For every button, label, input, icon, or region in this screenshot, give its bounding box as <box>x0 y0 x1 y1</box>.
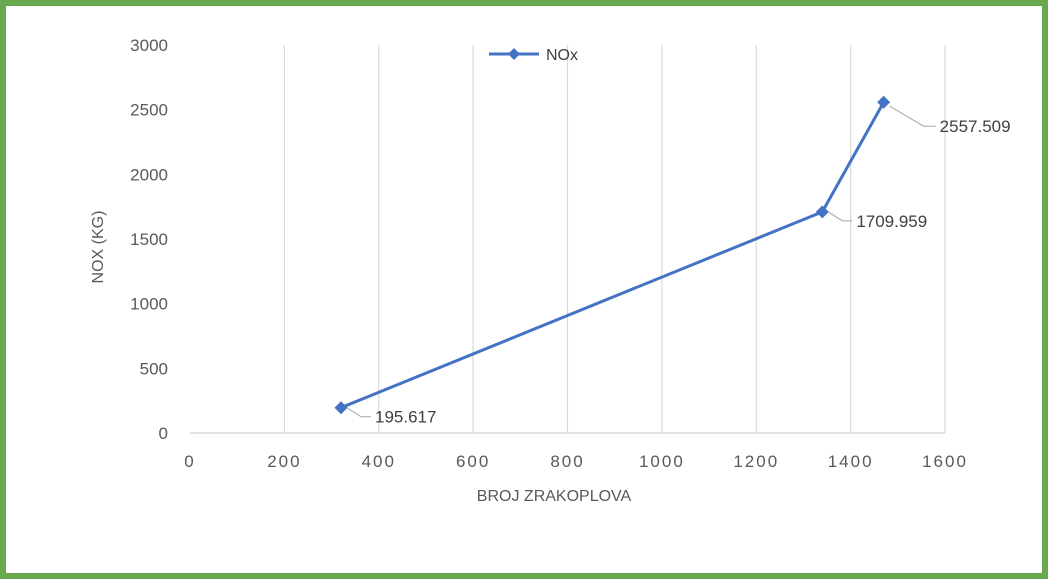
x-tick-label: 800 <box>550 452 584 471</box>
y-tick-label: 2000 <box>130 165 168 184</box>
leader-line <box>889 105 936 127</box>
data-point-marker <box>815 205 829 219</box>
y-tick-label: 3000 <box>130 36 168 55</box>
x-tick-label: 0 <box>184 452 195 471</box>
series-nox <box>334 95 891 415</box>
data-label: 195.617 <box>375 408 436 427</box>
data-point-marker <box>334 401 348 415</box>
leader-line <box>828 211 853 222</box>
data-label: 2557.509 <box>940 117 1011 136</box>
y-axis-title: NOX (KG) <box>90 211 107 284</box>
x-tick-label: 200 <box>267 452 301 471</box>
legend: NOx <box>489 47 578 64</box>
y-tick-label: 1500 <box>130 230 168 249</box>
legend-label: NOx <box>546 47 578 64</box>
y-tick-label: 1000 <box>130 295 168 314</box>
leader-line <box>346 407 371 418</box>
x-tick-label: 1400 <box>828 452 874 471</box>
y-tick-label: 500 <box>140 359 168 378</box>
x-tick-label: 1600 <box>922 452 968 471</box>
x-tick-label: 1000 <box>639 452 685 471</box>
x-tick-label: 1200 <box>733 452 779 471</box>
data-labels: 195.617 1709.959 2557.509 <box>346 105 1011 427</box>
data-point-marker <box>877 95 891 109</box>
x-tick-label: 400 <box>362 452 396 471</box>
y-tick-label: 0 <box>159 424 168 443</box>
y-tick-label: 2500 <box>130 101 168 120</box>
y-tick-labels: 0 500 1000 1500 2000 2500 3000 <box>130 36 168 443</box>
legend-marker <box>508 48 520 60</box>
data-label: 1709.959 <box>856 212 927 231</box>
series-line <box>340 101 885 410</box>
x-tick-label: 600 <box>456 452 490 471</box>
x-tick-labels: 0 200 400 600 800 1000 1200 1400 1600 <box>184 452 968 471</box>
gridlines <box>283 45 946 433</box>
x-axis-title: BROJ ZRAKOPLOVA <box>477 488 632 505</box>
